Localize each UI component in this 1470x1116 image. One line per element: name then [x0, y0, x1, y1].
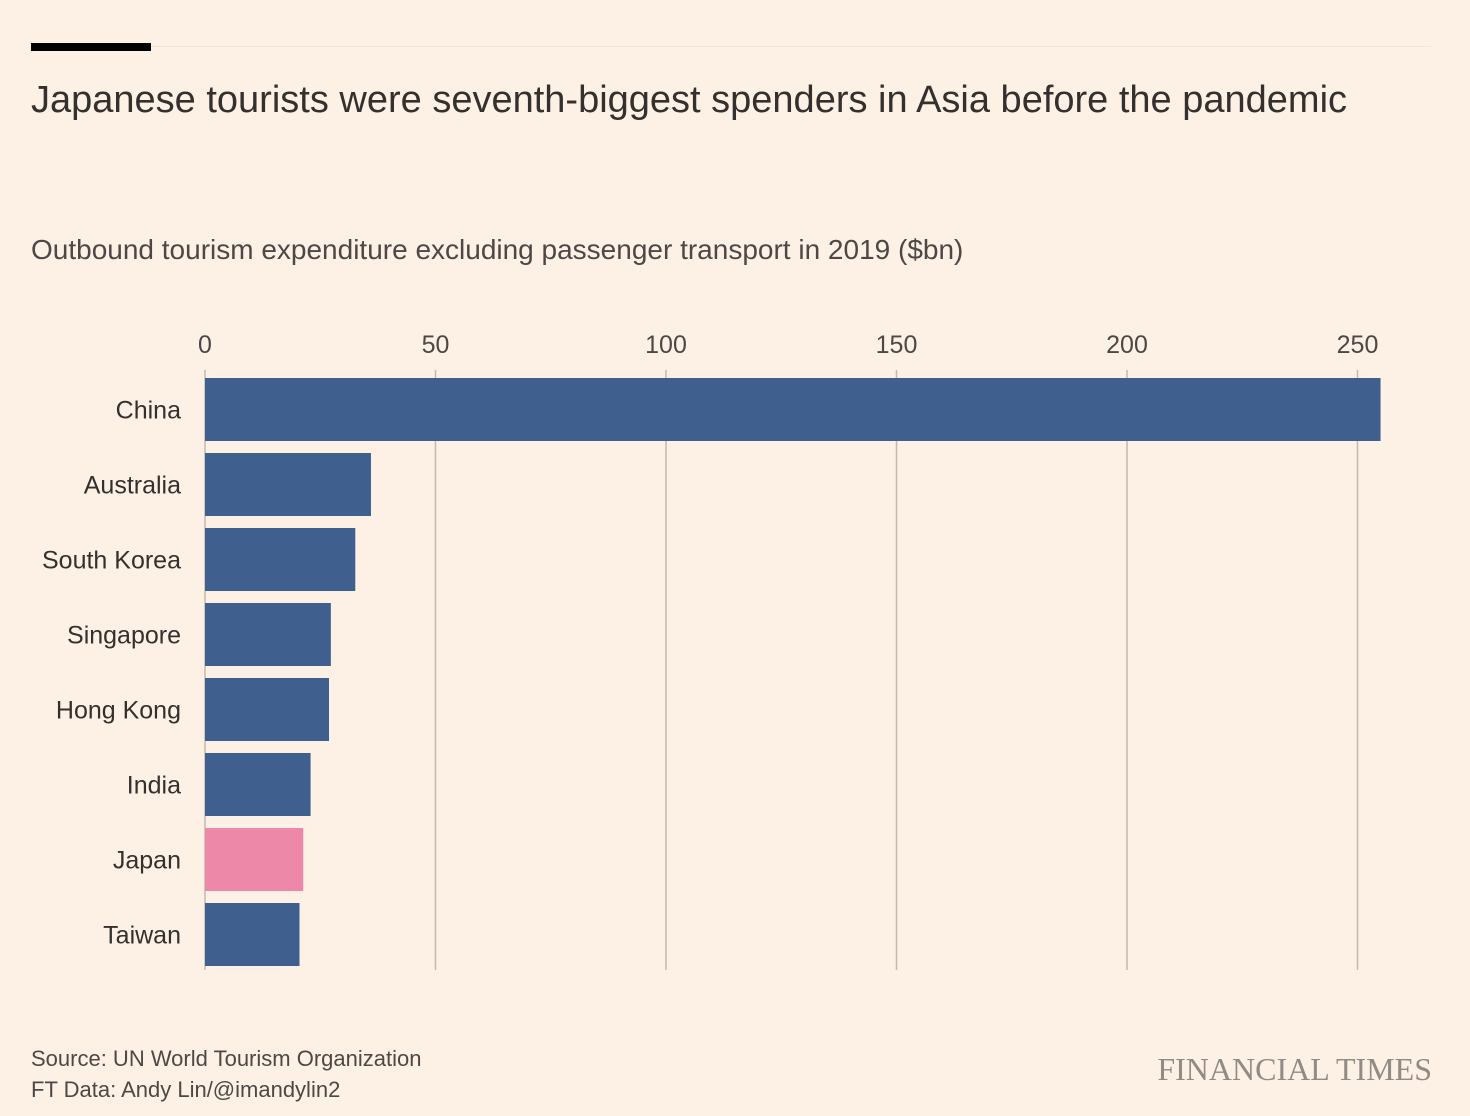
category-label: South Korea — [42, 547, 181, 575]
ft-logo: FINANCIAL TIMES — [1157, 1051, 1432, 1087]
bar-taiwan — [205, 903, 300, 966]
header-rule-line — [151, 46, 1431, 47]
bar-hong-kong — [205, 678, 330, 741]
x-tick-label: 200 — [1106, 331, 1148, 359]
bar-india — [205, 753, 311, 816]
bar-china — [205, 378, 1381, 441]
category-label: Taiwan — [103, 922, 181, 950]
category-label: Singapore — [67, 622, 181, 650]
chart-subtitle: Outbound tourism expenditure excluding p… — [31, 234, 964, 265]
x-axis-ticks: 0 50 100 150 200 250 — [198, 331, 1378, 359]
category-label: Australia — [84, 472, 181, 500]
category-label: Japan — [113, 847, 181, 875]
x-tick-label: 100 — [645, 331, 687, 359]
category-label: Hong Kong — [56, 697, 181, 725]
bar-australia — [205, 453, 371, 516]
x-tick-label: 50 — [422, 331, 450, 359]
gridlines — [204, 370, 1359, 970]
x-tick-label: 0 — [198, 331, 212, 359]
bars — [205, 378, 1381, 966]
header-rule — [31, 43, 151, 51]
bar-south-korea — [205, 528, 356, 591]
chart-title: Japanese tourists were seventh-biggest s… — [31, 79, 1348, 121]
credit-note: FT Data: Andy Lin/@imandylin2 — [31, 1077, 341, 1102]
category-label: China — [116, 397, 181, 425]
category-label: India — [127, 772, 181, 800]
category-labels: China Australia South Korea Singapore Hong K… — [42, 397, 181, 950]
x-tick-label: 150 — [876, 331, 918, 359]
footer: Source: UN World Tourism Organization FT… — [31, 1043, 421, 1105]
bar-japan — [205, 828, 304, 891]
bar-singapore — [205, 603, 331, 666]
source-note: Source: UN World Tourism Organization — [31, 1046, 422, 1071]
x-tick-label: 250 — [1337, 331, 1379, 359]
